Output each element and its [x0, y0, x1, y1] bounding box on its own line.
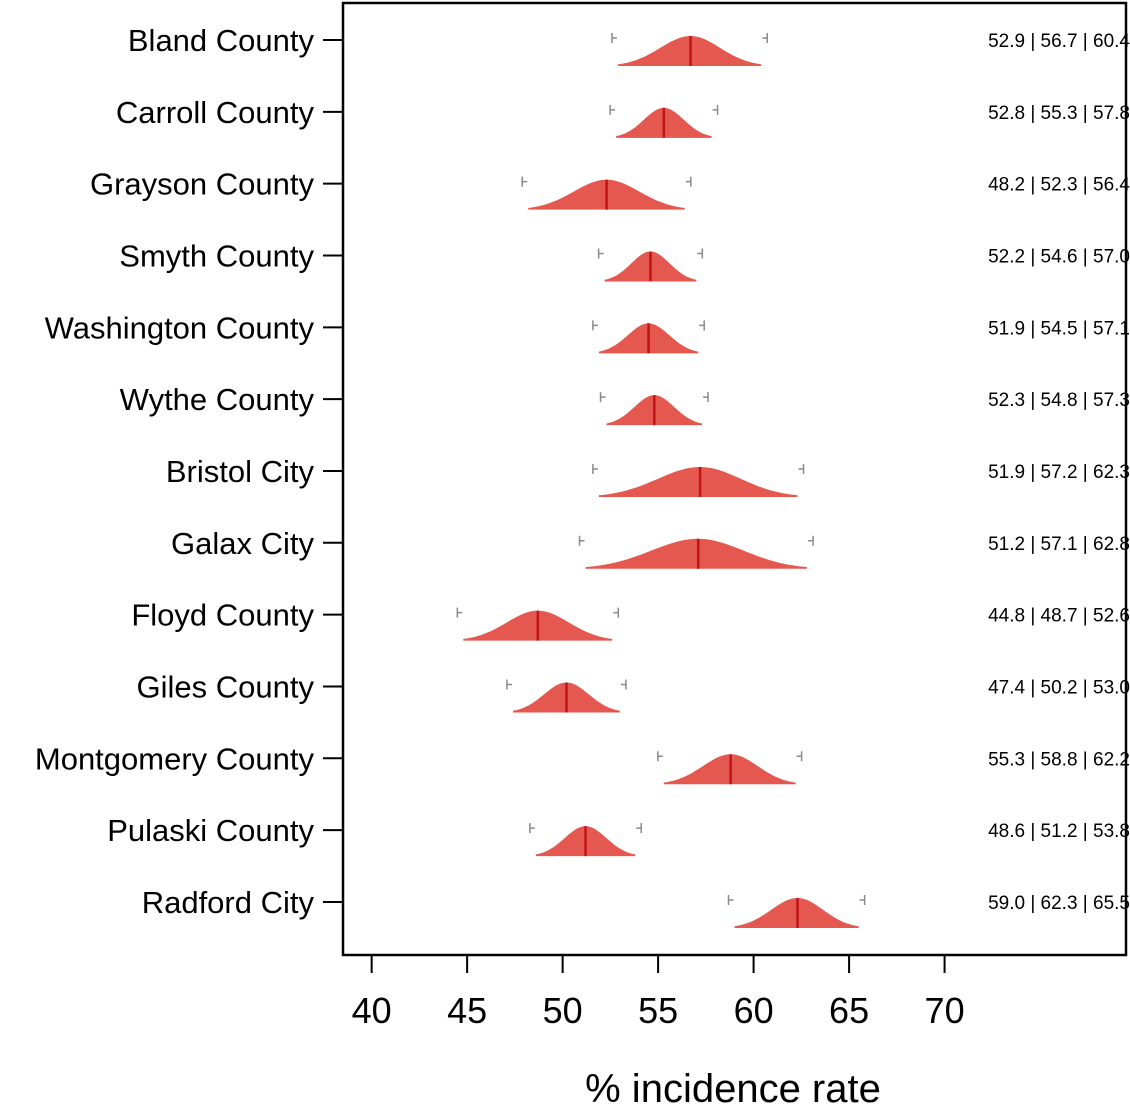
x-tick-label: 40 — [352, 990, 392, 1031]
category-label: Carroll County — [116, 95, 315, 130]
value-label: 51.9 | 54.5 | 57.1 — [988, 318, 1130, 339]
density-shape — [585, 538, 808, 569]
x-tick-label: 50 — [543, 990, 583, 1031]
ci-low-whisker — [727, 894, 734, 905]
ci-low-whisker — [592, 463, 598, 474]
row-grayson-county: Grayson County 48.2 | 52.3 | 56.4 — [90, 167, 1130, 210]
ci-low-whisker — [592, 320, 598, 331]
x-tick-label: 65 — [829, 990, 869, 1031]
value-label: 52.8 | 55.3 | 57.8 — [988, 103, 1130, 124]
ci-high-whisker — [859, 894, 866, 905]
ci-high-whisker — [685, 176, 692, 187]
ci-high-whisker — [796, 751, 803, 762]
ci-low-whisker — [456, 607, 463, 618]
ci-high-whisker — [762, 33, 768, 43]
x-axis: 40 45 50 55 60 65 70 — [352, 955, 965, 1031]
x-tick-label: 60 — [734, 990, 774, 1031]
ci-high-whisker — [613, 607, 620, 618]
value-label: 48.2 | 52.3 | 56.4 — [988, 175, 1130, 196]
ci-high-whisker — [697, 248, 704, 259]
value-label: 48.6 | 51.2 | 53.8 — [988, 821, 1130, 842]
row-smyth-county: Smyth County 52.2 | 54.6 | 57.0 — [119, 238, 1130, 282]
ci-low-whisker — [506, 679, 512, 690]
value-label: 47.4 | 50.2 | 53.0 — [988, 677, 1130, 698]
row-wythe-county: Wythe County 52.3 | 54.8 | 57.3 — [120, 382, 1130, 426]
ci-low-whisker — [521, 176, 528, 187]
category-label: Smyth County — [119, 238, 314, 273]
row-bland-county: Bland County 52.9 | 56.7 | 60.4 — [128, 23, 1130, 66]
ci-low-whisker — [529, 823, 535, 834]
category-label: Washington County — [45, 310, 315, 345]
ci-high-whisker — [712, 104, 719, 115]
ci-high-whisker — [699, 320, 705, 331]
row-montgomery-county: Montgomery County 55.3 | 58.8 | 62.2 — [35, 741, 1130, 785]
category-label: Bristol City — [166, 454, 315, 489]
row-floyd-county: Floyd County 44.8 | 48.7 | 52.6 — [131, 598, 1130, 641]
row-washington-county: Washington County 51.9 | 54.5 | 57.1 — [45, 310, 1130, 354]
ci-high-whisker — [703, 392, 709, 403]
value-label: 59.0 | 62.3 | 65.5 — [988, 893, 1130, 914]
value-label: 55.3 | 58.8 | 62.2 — [988, 749, 1130, 770]
ci-low-whisker — [609, 104, 616, 115]
category-label: Radford City — [142, 885, 315, 920]
value-label: 51.2 | 57.1 | 62.8 — [988, 534, 1130, 555]
ci-low-whisker — [611, 33, 618, 43]
category-label: Galax City — [171, 526, 314, 561]
value-label: 52.9 | 56.7 | 60.4 — [988, 31, 1130, 52]
x-tick-label: 55 — [638, 990, 678, 1031]
ci-high-whisker — [636, 823, 642, 834]
ci-high-whisker — [808, 535, 814, 546]
row-bristol-city: Bristol City 51.9 | 57.2 | 62.3 — [166, 454, 1130, 497]
ci-low-whisker — [597, 248, 604, 259]
category-label: Wythe County — [120, 382, 315, 417]
value-label: 44.8 | 48.7 | 52.6 — [988, 606, 1130, 627]
value-label: 51.9 | 57.2 | 62.3 — [988, 462, 1130, 483]
ci-low-whisker — [578, 535, 585, 546]
chart-rows: Bland County 52.9 | 56.7 | 60.4 Carroll Co… — [35, 23, 1130, 928]
category-label: Pulaski County — [107, 813, 314, 848]
ci-low-whisker — [657, 751, 663, 762]
density-shape — [598, 467, 798, 497]
row-giles-county: Giles County 47.4 | 50.2 | 53.0 — [137, 669, 1130, 713]
category-label: Floyd County — [131, 598, 314, 633]
category-label: Montgomery County — [35, 741, 315, 776]
ci-high-whisker — [620, 679, 627, 690]
value-label: 52.2 | 54.6 | 57.0 — [988, 246, 1130, 267]
plot-frame — [341, 1, 1128, 957]
row-galax-city: Galax City 51.2 | 57.1 | 62.8 — [171, 526, 1130, 569]
ci-low-whisker — [599, 392, 606, 403]
ci-high-whisker — [798, 463, 805, 474]
x-axis-title: % incidence rate — [585, 1067, 881, 1111]
category-label: Grayson County — [90, 167, 314, 202]
value-label: 52.3 | 54.8 | 57.3 — [988, 390, 1130, 411]
category-label: Bland County — [128, 23, 315, 58]
row-carroll-county: Carroll County 52.8 | 55.3 | 57.8 — [116, 95, 1130, 138]
category-label: Giles County — [137, 669, 315, 704]
x-tick-label: 70 — [925, 990, 965, 1031]
x-tick-label: 45 — [447, 990, 487, 1031]
row-radford-city: Radford City 59.0 | 62.3 | 65.5 — [142, 885, 1130, 928]
row-pulaski-county: Pulaski County 48.6 | 51.2 | 53.8 — [107, 813, 1130, 857]
